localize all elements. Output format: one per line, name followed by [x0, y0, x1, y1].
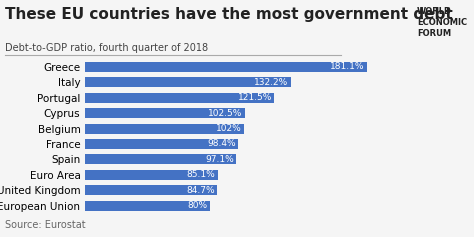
Text: 132.2%: 132.2% [255, 78, 289, 87]
Bar [85, 108, 245, 118]
Text: 80%: 80% [187, 201, 208, 210]
Text: 102%: 102% [216, 124, 242, 133]
Text: 102.5%: 102.5% [208, 109, 242, 118]
Bar [85, 123, 244, 134]
Bar [85, 93, 274, 103]
Text: 98.4%: 98.4% [208, 140, 236, 148]
Text: Source: Eurostat: Source: Eurostat [5, 220, 85, 230]
Text: 84.7%: 84.7% [186, 186, 215, 195]
Text: 121.5%: 121.5% [237, 93, 272, 102]
Bar [85, 170, 218, 180]
Bar [85, 185, 217, 195]
Text: WORLD
ECONOMIC
FORUM: WORLD ECONOMIC FORUM [417, 7, 467, 38]
Text: 181.1%: 181.1% [330, 63, 365, 71]
Text: Debt-to-GDP ratio, fourth quarter of 2018: Debt-to-GDP ratio, fourth quarter of 201… [5, 43, 208, 53]
Text: These EU countries have the most government debt: These EU countries have the most governm… [5, 7, 453, 22]
Bar [85, 139, 238, 149]
Text: 85.1%: 85.1% [187, 170, 215, 179]
Bar [85, 62, 367, 72]
Text: 97.1%: 97.1% [205, 155, 234, 164]
Bar [85, 77, 291, 87]
Bar [85, 201, 210, 211]
Bar [85, 154, 237, 164]
